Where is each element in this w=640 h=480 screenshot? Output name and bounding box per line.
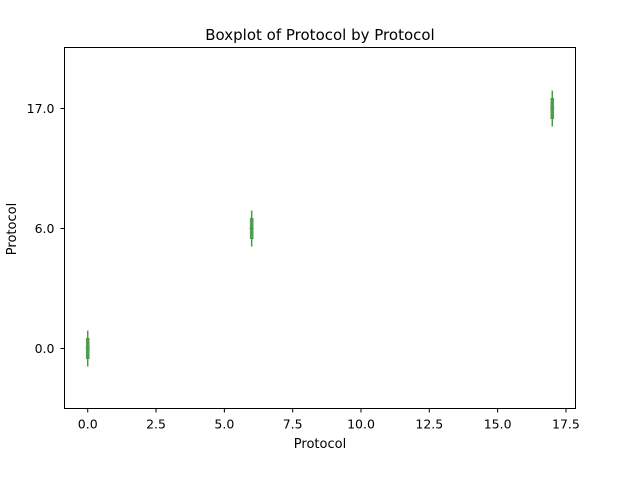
- box-element: [550, 90, 555, 127]
- y-tick-label: 6.0: [35, 221, 55, 236]
- y-tick-label: 17.0: [27, 101, 55, 116]
- x-tick-label: 7.5: [283, 417, 303, 432]
- x-tick-label: 5.0: [214, 417, 234, 432]
- x-axis-ticks: 0.0 2.5 5.0 7.5 10.0 12.5 15.0 17.5: [78, 408, 580, 432]
- x-tick-label: 0.0: [78, 417, 98, 432]
- x-tick-label: 17.5: [552, 417, 580, 432]
- chart-title: Boxplot of Protocol by Protocol: [205, 26, 434, 44]
- y-axis-ticks: 0.0 6.0 17.0: [27, 101, 65, 356]
- x-tick-label: 2.5: [146, 417, 166, 432]
- x-tick-label: 15.0: [484, 417, 512, 432]
- x-tick-label: 12.5: [415, 417, 443, 432]
- box-element: [249, 210, 254, 247]
- y-axis-label: Protocol: [5, 203, 20, 255]
- y-tick-label: 0.0: [35, 341, 55, 356]
- box-element: [85, 330, 90, 367]
- x-tick-label: 10.0: [347, 417, 375, 432]
- x-axis-label: Protocol: [294, 437, 346, 452]
- boxplot-series: [85, 90, 555, 367]
